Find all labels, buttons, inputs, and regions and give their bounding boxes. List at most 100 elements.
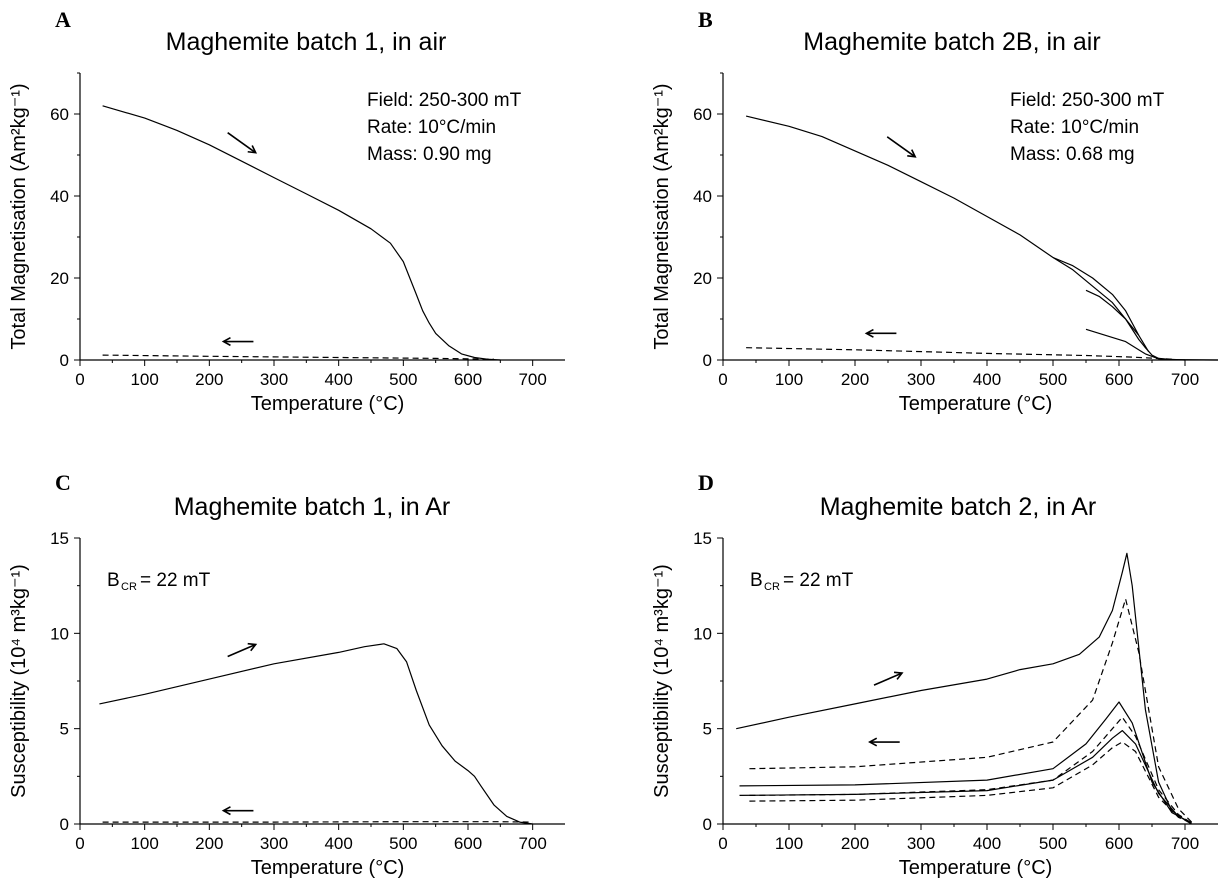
y-tick-label: 60 (693, 105, 712, 124)
chart-title: Maghemite batch 2, in Ar (820, 493, 1097, 521)
y-tick-label: 20 (693, 269, 712, 288)
x-tick-label: 700 (1171, 834, 1199, 853)
x-tick-label: 100 (775, 370, 803, 389)
x-tick-label: 100 (130, 370, 158, 389)
heating-arrow (873, 672, 903, 686)
x-tick-label: 200 (195, 370, 223, 389)
annotation-line-2: Rate: 10°C/min (367, 117, 496, 138)
annotation-line-1: Field: 250-300 mT (1010, 90, 1165, 111)
y-tick-label: 5 (703, 720, 712, 739)
series-line-2 (102, 354, 494, 360)
series-line-5 (739, 730, 1192, 824)
series-line-2 (749, 598, 1193, 823)
heating-arrowhead (247, 145, 258, 154)
y-tick-label: 20 (50, 269, 69, 288)
panel-letter: D (698, 470, 714, 495)
x-tick-label: 400 (973, 834, 1001, 853)
y-axis-label: Total Magnetisation (Am²kg⁻¹) (651, 83, 673, 349)
series-line-1 (745, 115, 1219, 361)
x-tick-label: 0 (718, 370, 727, 389)
series-line-1 (736, 552, 1192, 825)
y-tick-label: 15 (50, 529, 69, 548)
heating-arrow (227, 132, 257, 154)
x-tick-label: 500 (1039, 370, 1067, 389)
series-line-4 (1085, 328, 1186, 361)
x-tick-label: 600 (454, 834, 482, 853)
y-tick-label: 0 (60, 815, 69, 834)
x-tick-label: 0 (75, 370, 84, 389)
heating-arrowhead (247, 642, 258, 652)
y-axis-label: Susceptibility (10⁴ m³kg⁻¹) (8, 564, 30, 798)
y-tick-label: 5 (60, 720, 69, 739)
x-tick-label: 300 (260, 834, 288, 853)
x-tick-label: 500 (389, 370, 417, 389)
bcr-value: = 22 mT (783, 570, 854, 591)
y-tick-label: 40 (50, 187, 69, 206)
x-axis-label: Temperature (°C) (251, 857, 405, 879)
y-tick-label: 10 (693, 624, 712, 643)
x-tick-label: 700 (1171, 370, 1199, 389)
x-tick-label: 600 (454, 370, 482, 389)
y-axis-label: Susceptibility (10⁴ m³kg⁻¹) (651, 564, 673, 798)
panel-letter: C (55, 470, 71, 495)
x-tick-label: 600 (1105, 370, 1133, 389)
x-tick-label: 300 (907, 370, 935, 389)
bcr-subscript: CR (764, 581, 780, 593)
chart-title: Maghemite batch 2B, in air (803, 28, 1100, 56)
series-line-3 (1085, 289, 1150, 353)
x-tick-label: 300 (260, 370, 288, 389)
x-tick-label: 100 (775, 834, 803, 853)
series-line-5 (746, 347, 1172, 360)
x-tick-label: 400 (324, 834, 352, 853)
x-axis-label: Temperature (°C) (899, 393, 1053, 415)
x-tick-label: 200 (195, 834, 223, 853)
cooling-arrowhead (868, 737, 878, 747)
y-tick-label: 40 (693, 187, 712, 206)
annotation-line-3: Mass: 0.68 mg (1010, 144, 1135, 165)
y-tick-label: 15 (693, 529, 712, 548)
bcr-subscript: CR (121, 581, 137, 593)
annotation-line-2: Rate: 10°C/min (1010, 117, 1139, 138)
series-line-1 (99, 643, 533, 825)
series-line-6 (749, 741, 1192, 824)
series-line-1 (102, 105, 501, 361)
x-tick-label: 400 (324, 370, 352, 389)
y-tick-label: 10 (50, 624, 69, 643)
bcr-symbol: B (107, 570, 120, 591)
heating-arrow (227, 643, 256, 658)
bcr-symbol: B (750, 570, 763, 591)
x-tick-label: 100 (130, 834, 158, 853)
annotation-line-1: Field: 250-300 mT (367, 90, 522, 111)
x-tick-label: 400 (973, 370, 1001, 389)
panel-letter: A (55, 7, 71, 32)
x-tick-label: 600 (1105, 834, 1133, 853)
x-tick-label: 700 (518, 834, 546, 853)
cooling-arrowhead (221, 337, 231, 347)
y-tick-label: 0 (60, 351, 69, 370)
cooling-arrowhead (864, 328, 874, 338)
x-tick-label: 500 (1039, 834, 1067, 853)
x-axis-label: Temperature (°C) (899, 857, 1053, 879)
x-tick-label: 200 (841, 370, 869, 389)
annotation-line-3: Mass: 0.90 mg (367, 144, 492, 165)
x-tick-label: 500 (389, 834, 417, 853)
heating-arrowhead (893, 671, 904, 680)
panel-letter: B (698, 7, 713, 32)
bcr-value: = 22 mT (140, 570, 211, 591)
heating-arrow (886, 136, 916, 158)
chart-title: Maghemite batch 1, in air (166, 28, 447, 56)
y-tick-label: 0 (703, 815, 712, 834)
x-tick-label: 0 (75, 834, 84, 853)
x-tick-label: 0 (718, 834, 727, 853)
cooling-arrowhead (221, 806, 231, 816)
heating-arrowhead (907, 149, 917, 158)
y-axis-label: Total Magnetisation (Am²kg⁻¹) (8, 83, 30, 349)
x-axis-label: Temperature (°C) (251, 393, 405, 415)
chart-title: Maghemite batch 1, in Ar (174, 493, 451, 521)
y-tick-label: 0 (703, 351, 712, 370)
